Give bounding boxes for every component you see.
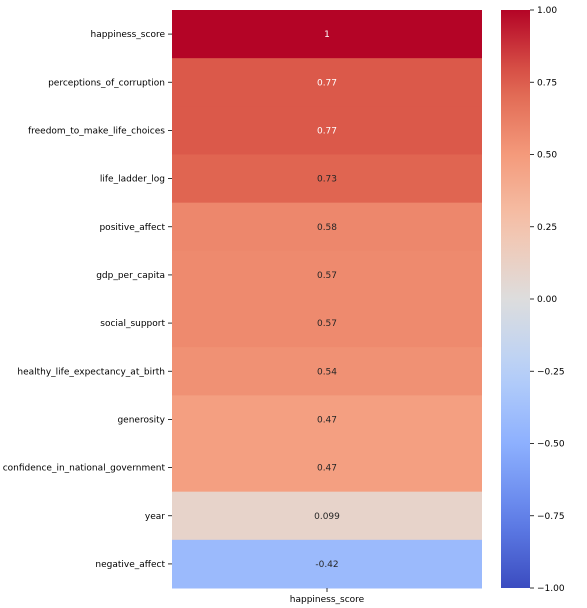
cell-value-label: 0.47: [317, 464, 337, 474]
colorbar-tick-label: 0.75: [537, 78, 557, 88]
row-label-positive-affect: positive_affect: [99, 223, 165, 233]
cell-value-label: 0.54: [317, 367, 337, 377]
row-label-social-support: social_support: [100, 319, 165, 329]
heatmap-cell-positive-affect: [172, 202, 482, 252]
cell-value-label: 1: [324, 30, 330, 40]
heatmap-cell-gdp-per-capita: [172, 250, 482, 300]
cell-value-label: 0.47: [317, 415, 337, 425]
colorbar-tick-label: −0.50: [537, 440, 565, 450]
column-tick-labels: happiness_score: [290, 588, 365, 605]
row-label-confidence-in-national-government: confidence_in_national_government: [3, 464, 166, 474]
colorbar-tick-label: −0.75: [537, 512, 565, 522]
heatmap-cell-negative-affect: [172, 539, 482, 589]
colorbar-tick-label: 0.50: [537, 151, 557, 161]
cell-value-label: -0.42: [315, 560, 338, 570]
row-label-gdp-per-capita: gdp_per_capita: [96, 271, 165, 281]
row-label-perceptions-of-corruption: perceptions_of_corruption: [48, 78, 165, 88]
row-tick-labels: happiness_score perceptions_of_corruption…: [3, 30, 172, 570]
cell-value-label: 0.099: [314, 512, 340, 522]
colorbar-tick-label: 0.00: [537, 295, 557, 305]
heatmap-cell-social-support: [172, 299, 482, 348]
cell-value-label: 0.77: [317, 78, 337, 88]
heatmap-cell-happiness-score: [172, 10, 482, 59]
row-label-generosity: generosity: [117, 415, 165, 425]
row-label-year: year: [145, 512, 165, 522]
colorbar-tick-label: −0.25: [537, 367, 565, 377]
heatmap-cells: 1 0.77 0.77 0.73 0.58 0.57 0.57 0.54 0.47 0.47 0.0…: [172, 10, 482, 589]
heatmap-cell-perceptions-of-corruption: [172, 58, 482, 107]
row-label-healthy-life-expectancy-at-birth: healthy_life_expectancy_at_birth: [17, 367, 165, 377]
colorbar-tick-label: 0.25: [537, 223, 557, 233]
row-label-life-ladder-log: life_ladder_log: [100, 175, 165, 185]
colorbar-gradient: [501, 10, 530, 588]
colorbar-tick-label: 1.00: [537, 6, 557, 16]
row-label-negative-affect: negative_affect: [95, 560, 165, 570]
colorbar-tick-label: −1.00: [537, 584, 565, 594]
cell-value-label: 0.73: [317, 175, 337, 185]
heatmap-cell-generosity: [172, 395, 482, 444]
row-label-happiness-score: happiness_score: [91, 30, 166, 40]
heatmap-cell-healthy-life-expectancy-at-birth: [172, 347, 482, 396]
column-label-happiness-score: happiness_score: [290, 595, 365, 605]
cell-value-label: 0.57: [317, 319, 337, 329]
cell-value-label: 0.57: [317, 271, 337, 281]
colorbar: 1.00 0.75 0.50 0.25 0.00 −0.25 −0.50 −0.75 −1.00: [501, 6, 565, 594]
heatmap-cell-life-ladder-log: [172, 154, 482, 204]
cell-value-label: 0.58: [317, 223, 337, 233]
heatmap-cell-confidence-in-national-government: [172, 443, 482, 493]
heatmap-cell-year: [172, 491, 482, 541]
row-label-freedom-to-make-life-choices: freedom_to_make_life_choices: [28, 126, 165, 136]
cell-value-label: 0.77: [317, 126, 337, 136]
heatmap-cell-freedom-to-make-life-choices: [172, 106, 482, 155]
